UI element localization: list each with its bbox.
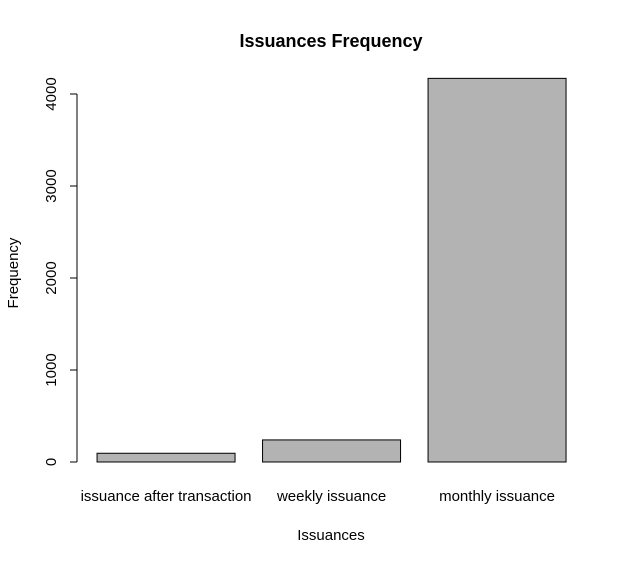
y-axis-tick-label: 2000 xyxy=(43,261,60,294)
y-axis-tick-label: 0 xyxy=(43,458,60,466)
y-axis-label: Frequency xyxy=(5,237,22,308)
y-axis-tick-label: 3000 xyxy=(43,169,60,202)
chart-title: Issuances Frequency xyxy=(239,31,422,51)
y-axis-tick-label: 4000 xyxy=(43,77,60,110)
bars xyxy=(96,77,567,463)
y-axis-tick-label: 1000 xyxy=(43,353,60,386)
x-axis-tick-label: issuance after transaction xyxy=(81,488,252,505)
bar-weekly-issuance xyxy=(262,439,402,463)
x-axis-tick-labels: issuance after transaction weekly issuanc… xyxy=(81,488,555,505)
bar-monthly-issuance xyxy=(427,77,567,463)
bar-issuance-after-transaction xyxy=(96,452,236,463)
y-axis: 0 1000 2000 3000 4000 xyxy=(43,77,78,466)
x-axis-tick-label: weekly issuance xyxy=(276,488,386,505)
x-axis-tick-label: monthly issuance xyxy=(439,488,555,505)
x-axis-label: Issuances xyxy=(297,527,365,544)
